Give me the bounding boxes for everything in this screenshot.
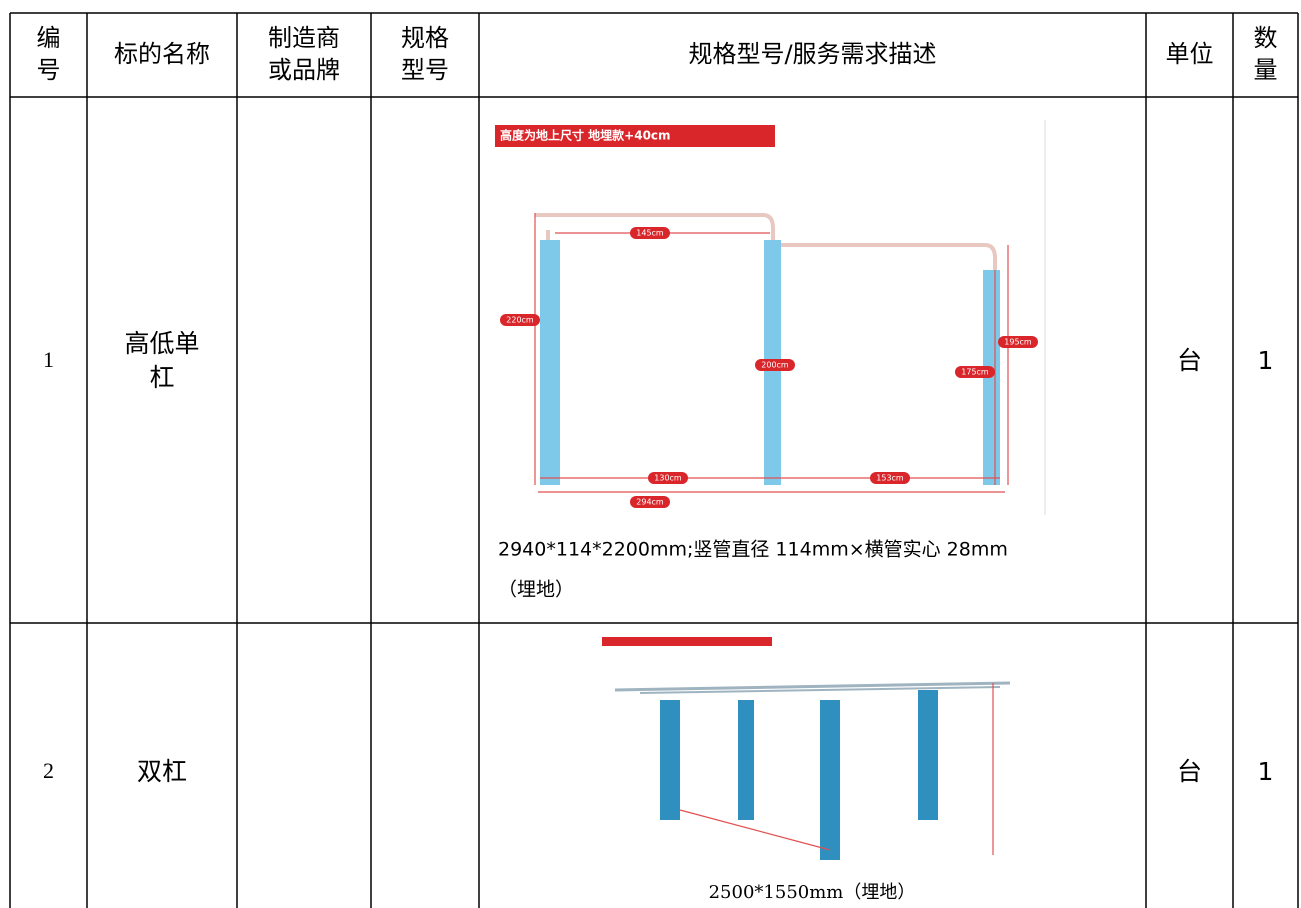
header-cell: 号 (37, 56, 61, 84)
figure-banner: 高度为地上尺寸 地埋款+40cm (500, 128, 671, 143)
dimension-tag (648, 472, 688, 484)
item-name: 杠 (149, 363, 174, 392)
header-cell: 型号 (401, 56, 449, 84)
unit: 台 (1177, 346, 1202, 375)
dimension-label: 195cm (1004, 338, 1032, 347)
dimension-label: 175cm (961, 368, 989, 377)
dimension-tag (630, 496, 670, 508)
description: （埋地） (498, 579, 574, 601)
dimension-label: 145cm (636, 229, 664, 238)
header-cell: 单位 (1166, 40, 1214, 68)
header-cell: 规格 (401, 24, 449, 52)
row-number: 1 (43, 347, 54, 372)
dimension-tag (630, 227, 670, 239)
header-cell: 制造商 (268, 24, 340, 52)
dimension-tag (500, 314, 540, 326)
header-cell: 规格型号/服务需求描述 (688, 40, 936, 68)
unit: 台 (1177, 757, 1202, 786)
header-cell: 编 (37, 24, 61, 52)
header-cell: 标的名称 (114, 40, 210, 68)
dimension-label: 130cm (654, 474, 682, 483)
dimension-tag (870, 472, 910, 484)
dimension-tag (955, 366, 995, 378)
table-grid (9, 12, 1299, 908)
dimension-label: 294cm (636, 498, 664, 507)
item-name: 双杠 (137, 757, 187, 786)
dimension-label: 153cm (876, 474, 904, 483)
row-number: 2 (43, 758, 54, 783)
figure-parallel-bars (602, 637, 1011, 860)
quantity: 1 (1258, 757, 1274, 786)
description: 2940*114*2200mm;竖管直径 114mm×横管实心 28mm (498, 539, 1008, 561)
dimension-label: 200cm (761, 361, 789, 370)
header-cell: 量 (1254, 56, 1278, 84)
dimension-tag (755, 359, 795, 371)
dimension-label: 220cm (506, 316, 534, 325)
description: 2500*1550mm（埋地） (709, 882, 916, 903)
header-cell: 数 (1254, 24, 1278, 52)
figure-high-low-bar (495, 120, 1046, 515)
dimension-tag (998, 336, 1038, 348)
quantity: 1 (1258, 346, 1274, 375)
item-name: 高低单 (124, 329, 199, 358)
header-cell: 或品牌 (268, 56, 340, 84)
